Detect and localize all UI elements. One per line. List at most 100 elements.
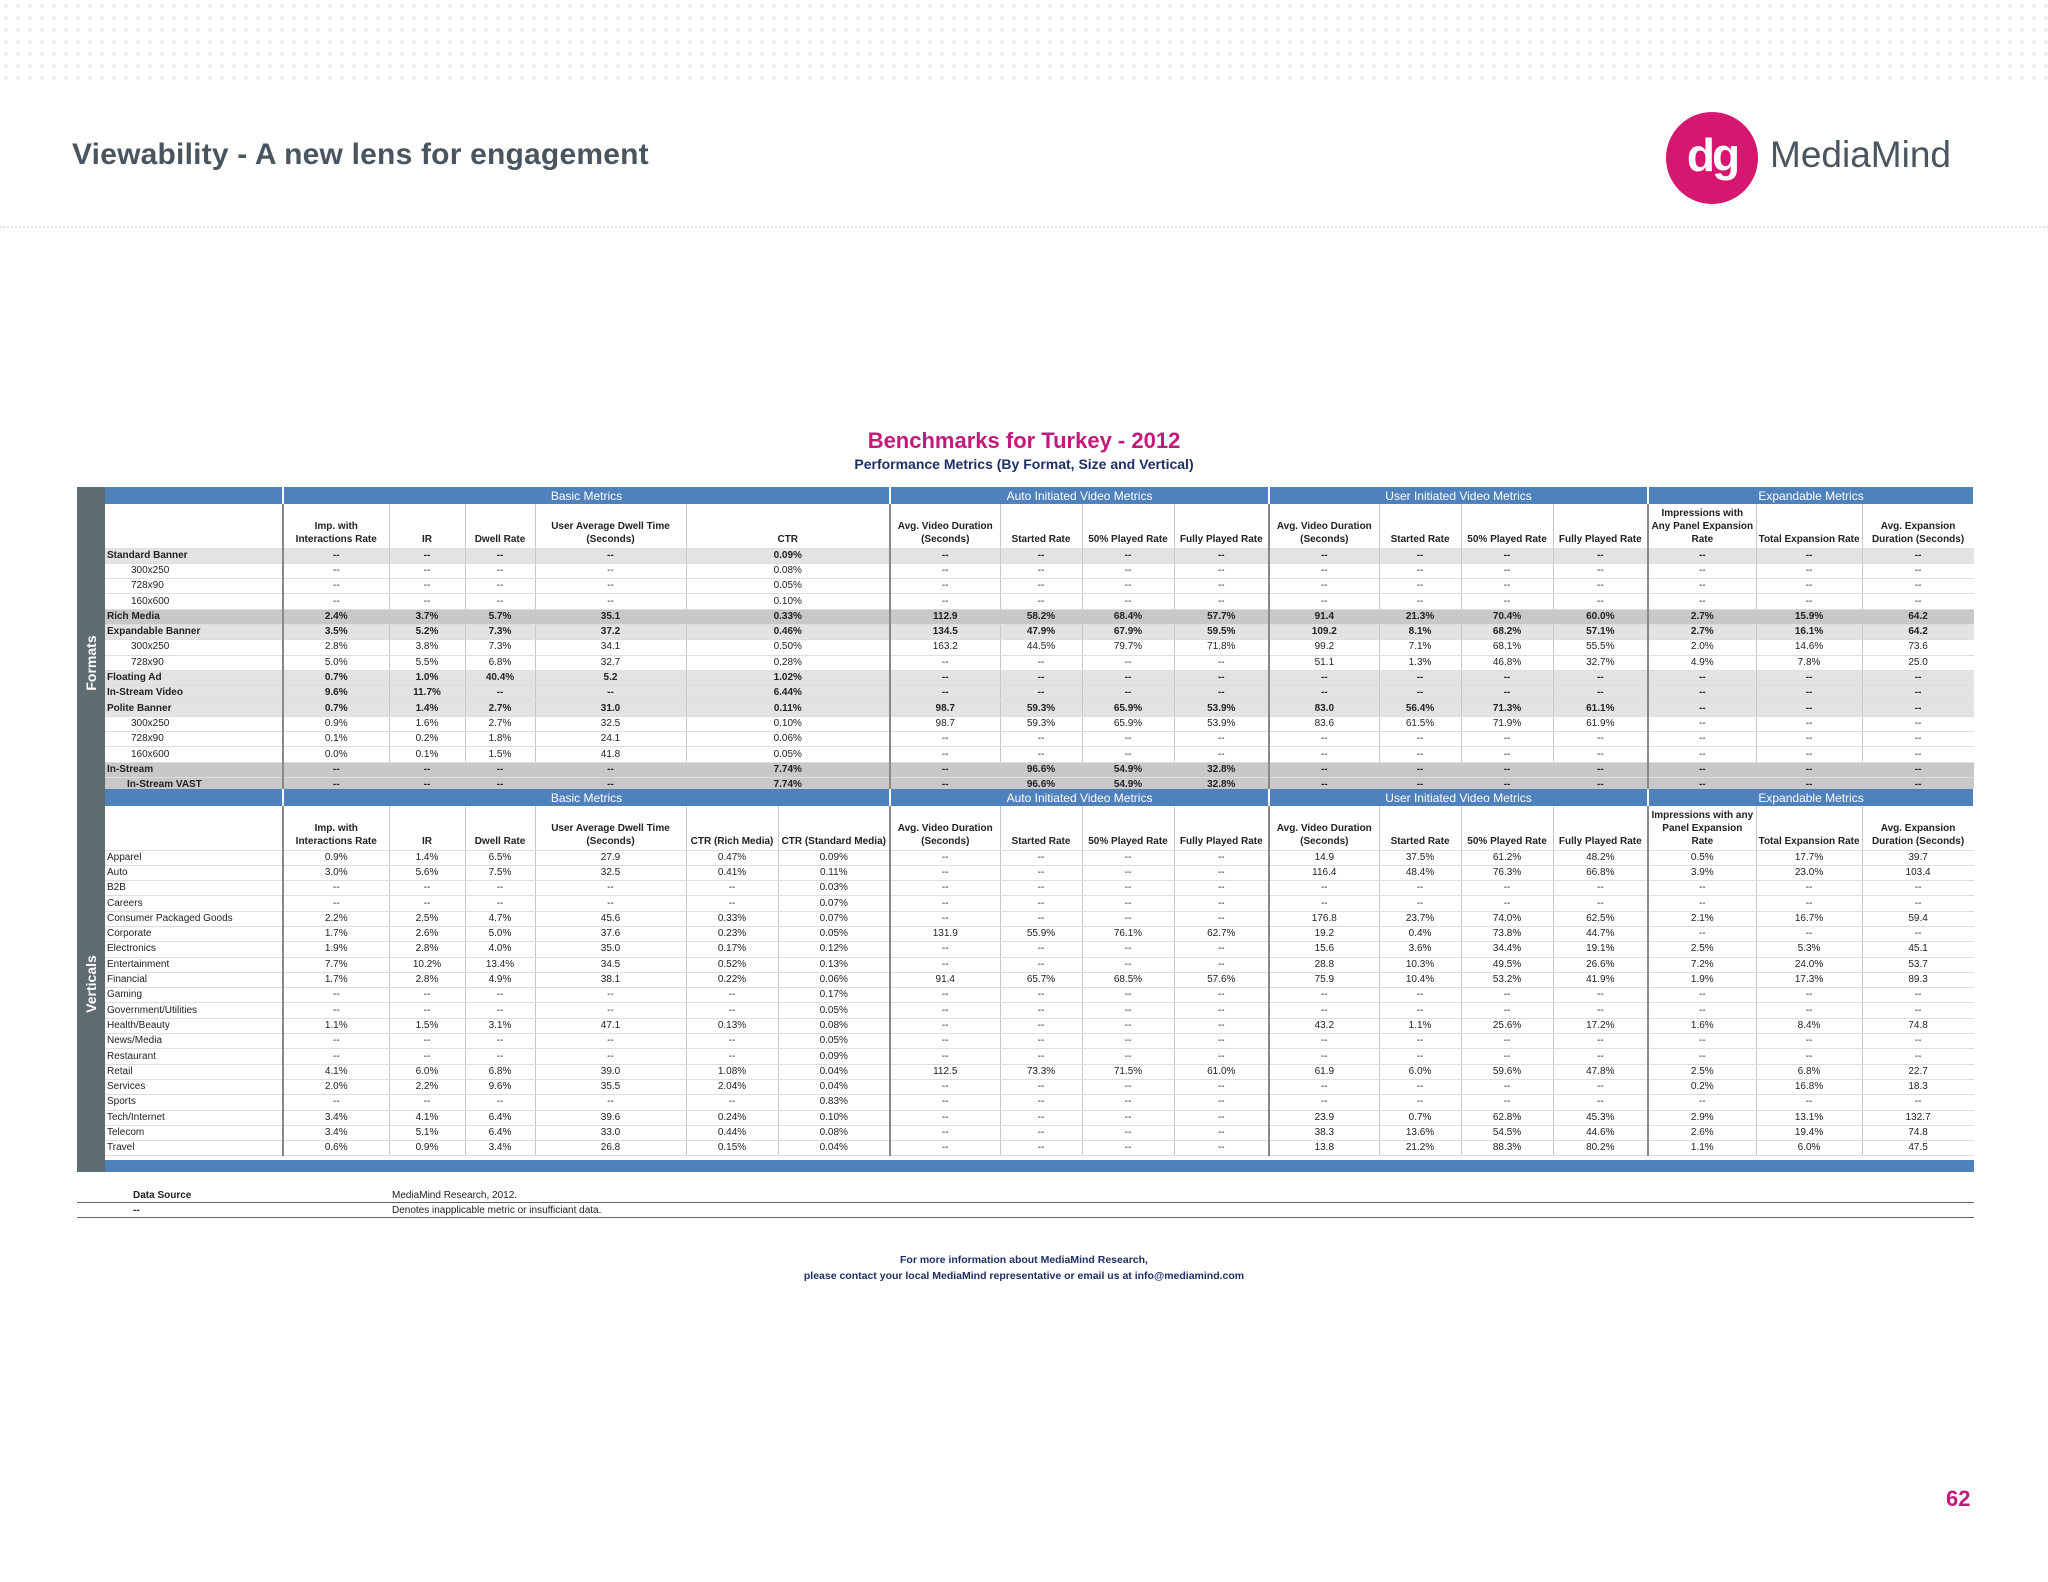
- table-cell: --: [465, 762, 536, 778]
- table-cell: 35.1: [535, 609, 687, 625]
- table-cell: --: [465, 1048, 536, 1065]
- table-cell: 0.2%: [389, 731, 466, 748]
- table-cell: --: [1862, 987, 1974, 1004]
- table-cell: --: [1553, 1048, 1650, 1065]
- row-label: Careers: [105, 895, 284, 912]
- table-cell: --: [1082, 670, 1175, 687]
- table-cell: --: [389, 1033, 466, 1050]
- table-cell: 0.04%: [778, 1064, 891, 1080]
- table-cell: 61.0%: [1174, 1064, 1271, 1080]
- table-cell: --: [890, 850, 1001, 866]
- row-label: Financial: [105, 972, 284, 989]
- table-cell: 2.7%: [465, 700, 536, 717]
- column-header: Started Rate: [1379, 806, 1462, 851]
- table-cell: --: [283, 895, 390, 912]
- table-cell: --: [1174, 880, 1271, 897]
- table-cell: 18.3: [1862, 1079, 1974, 1096]
- table-cell: --: [1174, 655, 1271, 671]
- table-cell: --: [1862, 685, 1974, 702]
- table-cell: --: [1174, 1033, 1271, 1050]
- legend-key: --: [133, 1205, 140, 1216]
- table-cell: 2.7%: [1648, 624, 1757, 641]
- table-cell: 67.9%: [1082, 624, 1175, 641]
- table-cell: --: [1756, 1002, 1863, 1019]
- vertical-row: Government/Utilities -- -- -- -- -- 0.05% -- -- -…: [105, 1002, 1974, 1019]
- format-row: In-Stream -- -- -- -- 7.74% -- 96.6% 54.9% 32.8% -…: [105, 762, 1974, 778]
- table-cell: --: [1174, 670, 1271, 687]
- table-cell: 62.5%: [1553, 911, 1650, 927]
- table-cell: --: [465, 578, 536, 595]
- table-cell: --: [1756, 593, 1863, 610]
- row-label: Corporate: [105, 926, 284, 943]
- table-cell: 74.8: [1862, 1125, 1974, 1142]
- table-cell: 68.2%: [1461, 624, 1554, 641]
- section-header-2: User Initiated Video Metrics: [1269, 487, 1650, 504]
- table-cell: 0.07%: [778, 895, 891, 912]
- column-header-row: Imp. with Interactions Rate IR Dwell Rate U…: [105, 504, 1974, 549]
- table-cell: --: [890, 957, 1001, 973]
- table-cell: 0.08%: [778, 1125, 891, 1142]
- benchmark-table: Formats Verticals Basic Metrics Auto Init…: [77, 487, 1974, 1172]
- table-cell: --: [890, 987, 1001, 1004]
- table-cell: 7.3%: [465, 624, 536, 641]
- table-cell: 59.4: [1862, 911, 1974, 927]
- table-cell: 0.9%: [283, 716, 390, 733]
- table-cell: --: [1000, 685, 1083, 702]
- table-cell: --: [1082, 1094, 1175, 1111]
- table-cell: --: [1174, 685, 1271, 702]
- table-cell: 79.7%: [1082, 639, 1175, 656]
- table-cell: 6.4%: [465, 1110, 536, 1126]
- table-cell: --: [1082, 865, 1175, 882]
- table-cell: 51.1: [1269, 655, 1380, 671]
- table-cell: 61.2%: [1461, 850, 1554, 866]
- table-cell: 2.2%: [389, 1079, 466, 1096]
- column-header: Fully Played Rate: [1174, 504, 1271, 549]
- table-cell: --: [283, 563, 390, 580]
- table-cell: 44.7%: [1553, 926, 1650, 943]
- table-cell: --: [1648, 700, 1757, 717]
- table-cell: 1.6%: [389, 716, 466, 733]
- table-cell: 1.7%: [283, 972, 390, 989]
- table-cell: --: [1082, 1125, 1175, 1142]
- table-cell: 34.4%: [1461, 941, 1554, 958]
- table-cell: --: [1379, 1048, 1462, 1065]
- table-cell: 3.9%: [1648, 865, 1757, 882]
- table-bottom-bar: [105, 1160, 1974, 1172]
- table-cell: 0.13%: [778, 957, 891, 973]
- vertical-row: Travel 0.6% 0.9% 3.4% 26.8 0.15% 0.04% -- -- -- --…: [105, 1140, 1974, 1157]
- table-cell: 0.05%: [778, 1033, 891, 1050]
- table-cell: 0.04%: [778, 1140, 891, 1157]
- table-cell: --: [1269, 1033, 1380, 1050]
- vertical-row: Telecom 3.4% 5.1% 6.4% 33.0 0.44% 0.08% -- -- -- -…: [105, 1125, 1974, 1142]
- table-cell: 0.05%: [686, 746, 891, 763]
- table-cell: --: [1174, 941, 1271, 958]
- table-cell: 37.6: [535, 926, 687, 943]
- table-cell: --: [535, 987, 687, 1004]
- table-cell: --: [1000, 593, 1083, 610]
- column-header: Avg. Video Duration (Seconds): [890, 504, 1001, 549]
- section-header-row: Basic Metrics Auto Initiated Video Metric…: [105, 487, 1974, 504]
- format-row: Polite Banner 0.7% 1.4% 2.7% 31.0 0.11% 98.7 59…: [105, 700, 1974, 717]
- table-cell: --: [1553, 1094, 1650, 1111]
- table-cell: 34.5: [535, 957, 687, 973]
- table-cell: --: [1461, 1033, 1554, 1050]
- table-cell: 1.9%: [1648, 972, 1757, 989]
- table-cell: --: [1862, 548, 1974, 564]
- table-cell: --: [1269, 895, 1380, 912]
- table-cell: --: [465, 987, 536, 1004]
- table-cell: --: [1862, 1094, 1974, 1111]
- table-cell: --: [1379, 880, 1462, 897]
- table-cell: --: [1756, 578, 1863, 595]
- table-cell: --: [1379, 1002, 1462, 1019]
- table-cell: 4.9%: [465, 972, 536, 989]
- table-cell: --: [1756, 1033, 1863, 1050]
- table-cell: --: [1379, 670, 1462, 687]
- table-cell: 2.6%: [1648, 1125, 1757, 1142]
- section-header-1: Auto Initiated Video Metrics: [890, 487, 1271, 504]
- table-cell: 0.23%: [686, 926, 779, 943]
- table-cell: --: [1082, 911, 1175, 927]
- table-cell: 47.1: [535, 1018, 687, 1035]
- table-cell: 0.52%: [686, 957, 779, 973]
- table-cell: --: [1461, 685, 1554, 702]
- table-cell: --: [1648, 762, 1757, 778]
